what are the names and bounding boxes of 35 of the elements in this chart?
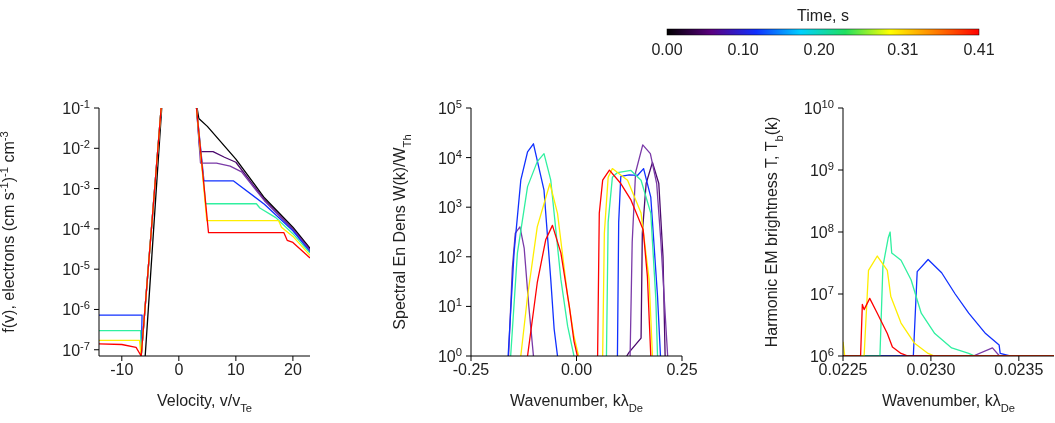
y-tick-label: 10$^{-4}$ [62, 218, 90, 238]
color-bar-title: Time, s [797, 7, 849, 24]
x-tick-label: 0.25 [666, 361, 698, 378]
x-tick-label: 0.0230 [906, 361, 956, 378]
y-tick-label: 10$^{10}$ [803, 98, 834, 117]
color-bar-label: 0.31 [887, 41, 919, 58]
y-tick-label: 10$^{1}$ [437, 296, 462, 316]
y-tick-label: 10$^{5}$ [437, 98, 462, 117]
y-tick-label: 10$^{2}$ [437, 246, 462, 266]
y-tick-label: 10$^{-3}$ [62, 178, 90, 198]
color-bar-label: 0.10 [727, 41, 759, 58]
y-tick-label: 10$^{7}$ [809, 284, 834, 303]
x-tick-label: -10 [110, 361, 134, 378]
y-tick-label: 10$^{3}$ [437, 197, 462, 217]
x-tick-label: 0.0235 [994, 361, 1044, 378]
x-axis-title: Wavenumber, kλ$_{De}$ [510, 392, 643, 414]
y-tick-label: 10$^{-1}$ [62, 98, 90, 117]
y-tick-label: 10$^{-7}$ [62, 339, 90, 359]
y-tick-label: 10$^{9}$ [809, 160, 834, 179]
x-axis-title: Velocity, v/v$_{Te}$ [156, 392, 253, 414]
color-bar-label: 0.00 [651, 41, 683, 58]
y-tick-label: 10$^{-6}$ [62, 299, 90, 319]
y-tick-label: 10$^{-2}$ [62, 138, 90, 158]
x-tick-label: 10 [226, 361, 245, 378]
color-bar-label: 0.41 [963, 41, 995, 58]
color-bar-label: 0.20 [803, 41, 835, 58]
x-axis-title: Wavenumber, kλ$_{De}$ [882, 392, 1015, 414]
x-tick-label: 20 [283, 361, 302, 378]
x-tick-label: 0 [174, 361, 184, 378]
y-tick-label: 10$^{-5}$ [62, 259, 90, 279]
y-tick-label: 10$^{8}$ [809, 222, 834, 241]
y-tick-label: 10$^{4}$ [437, 147, 462, 167]
x-tick-label: 0.00 [560, 361, 593, 378]
x-tick-label: -0.25 [452, 361, 490, 378]
line-series [626, 161, 666, 356]
